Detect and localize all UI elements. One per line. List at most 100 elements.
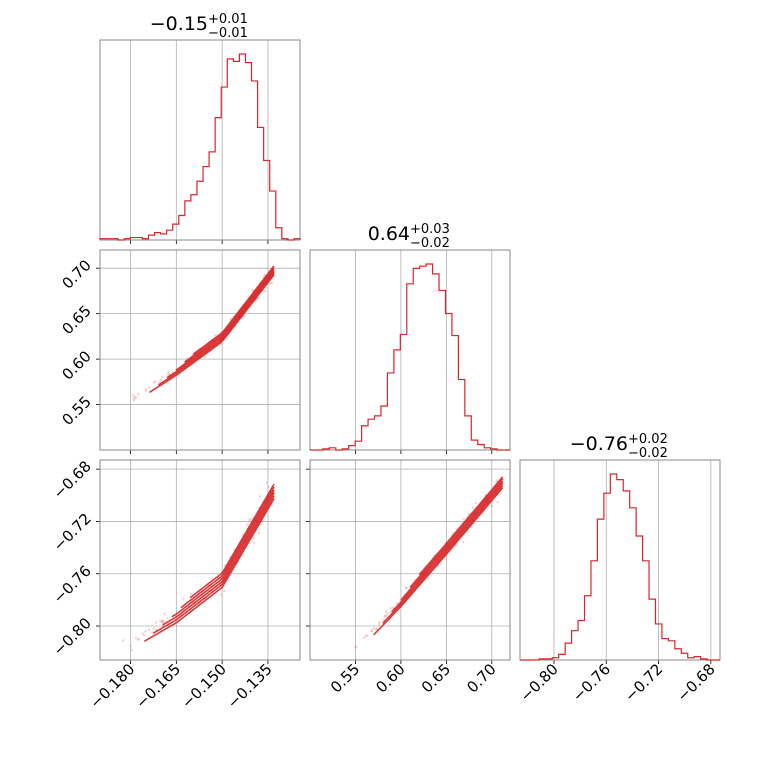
sample-point (203, 355, 207, 359)
sample-point (166, 616, 169, 620)
sample-point (223, 564, 226, 567)
sample-point (270, 281, 274, 285)
x-tick-label: 0.70 (463, 660, 499, 696)
scatter-panel-2 (306, 459, 511, 664)
sample-point (247, 518, 251, 522)
title-0-plus: +0.01 (208, 12, 248, 27)
contour-line (192, 265, 275, 355)
sample-point (167, 370, 170, 374)
sample-point (189, 592, 193, 596)
sample-point (129, 644, 132, 647)
sample-point (163, 612, 166, 616)
y-tick-label: −0.72 (50, 510, 95, 555)
sample-point (182, 597, 185, 601)
sample-point (154, 621, 158, 624)
y-tick-label: −0.76 (50, 562, 95, 607)
sample-point (137, 392, 140, 396)
sample-point (362, 636, 366, 640)
histogram-step-1 (310, 263, 510, 451)
title-param-1: 0.64 +0.03 −0.02 (368, 222, 450, 251)
sample-point (161, 619, 165, 622)
sample-point (375, 627, 379, 630)
contour-line (391, 482, 504, 613)
hist-panel-1 (309, 249, 511, 454)
sample-point (392, 606, 395, 609)
x-tick-label: −0.68 (673, 660, 718, 705)
x-tick-label: −0.165 (132, 660, 184, 712)
contour-line (418, 476, 504, 576)
contour-line (149, 274, 275, 394)
sample-point (246, 523, 249, 526)
sample-point (382, 618, 385, 622)
title-0-center: −0.15 (150, 13, 208, 35)
sample-point (354, 645, 357, 648)
contour-line (162, 492, 275, 626)
sample-point (147, 628, 151, 632)
sample-point (372, 627, 376, 630)
scatter-points-2 (354, 476, 504, 649)
contour-line (180, 486, 275, 609)
sample-point (263, 290, 267, 293)
sample-point (121, 639, 125, 642)
sample-point (261, 519, 265, 523)
contour-line (143, 498, 275, 642)
sample-point (131, 394, 135, 397)
sample-point (152, 627, 156, 630)
sample-point (249, 518, 253, 521)
title-0-minus: −0.01 (208, 26, 248, 41)
panel-frame (519, 459, 721, 661)
sample-point (384, 609, 388, 613)
sample-point (137, 638, 140, 641)
x-tick-label: 0.55 (327, 660, 363, 696)
sample-point (154, 380, 157, 383)
histogram-step-0 (99, 53, 301, 241)
title-2-minus: −0.02 (628, 446, 668, 461)
sample-point (396, 601, 399, 605)
panel-frame (309, 249, 511, 451)
scatter-points-0 (131, 265, 275, 402)
sample-point (148, 386, 151, 389)
sample-point (389, 606, 393, 610)
sample-point (141, 632, 145, 635)
panel-frame (99, 249, 301, 451)
histogram-step-2 (520, 473, 720, 661)
sample-point (384, 614, 387, 618)
y-tick-label: 0.70 (58, 256, 94, 292)
sample-point (134, 636, 138, 640)
sample-point (251, 289, 255, 292)
sample-point (152, 381, 156, 384)
sample-point (268, 282, 272, 285)
contour-line (400, 480, 504, 601)
x-tick-label: −0.76 (569, 660, 614, 705)
sample-point (160, 620, 164, 624)
sample-point (158, 380, 161, 384)
title-param-2: −0.76 +0.02 −0.02 (570, 432, 668, 461)
scatter-panel-1 (96, 459, 301, 664)
contour-line (153, 495, 275, 634)
sample-point (385, 612, 389, 615)
y-tick-label: 0.55 (58, 393, 94, 429)
title-1-center: 0.64 (368, 223, 410, 245)
sample-point (496, 500, 499, 504)
x-tick-label: −0.135 (224, 660, 276, 712)
y-tick-label: −0.68 (50, 457, 95, 502)
sample-point (490, 505, 494, 508)
sample-point (263, 273, 267, 277)
sample-point (461, 540, 465, 544)
panel-frame (99, 39, 301, 241)
scatter-panel-0 (96, 249, 301, 454)
x-tick-label: −0.180 (86, 660, 138, 712)
sample-point (405, 586, 408, 590)
sample-point (144, 389, 148, 393)
sample-point (462, 517, 465, 521)
contour-line (166, 270, 275, 379)
sample-point (166, 372, 170, 375)
title-2-plus: +0.02 (628, 432, 668, 447)
sample-point (377, 621, 381, 624)
title-2-center: −0.76 (570, 433, 628, 455)
sample-point (161, 375, 164, 379)
sample-point (364, 634, 368, 638)
contour-line (171, 489, 275, 618)
sample-point (426, 577, 430, 580)
